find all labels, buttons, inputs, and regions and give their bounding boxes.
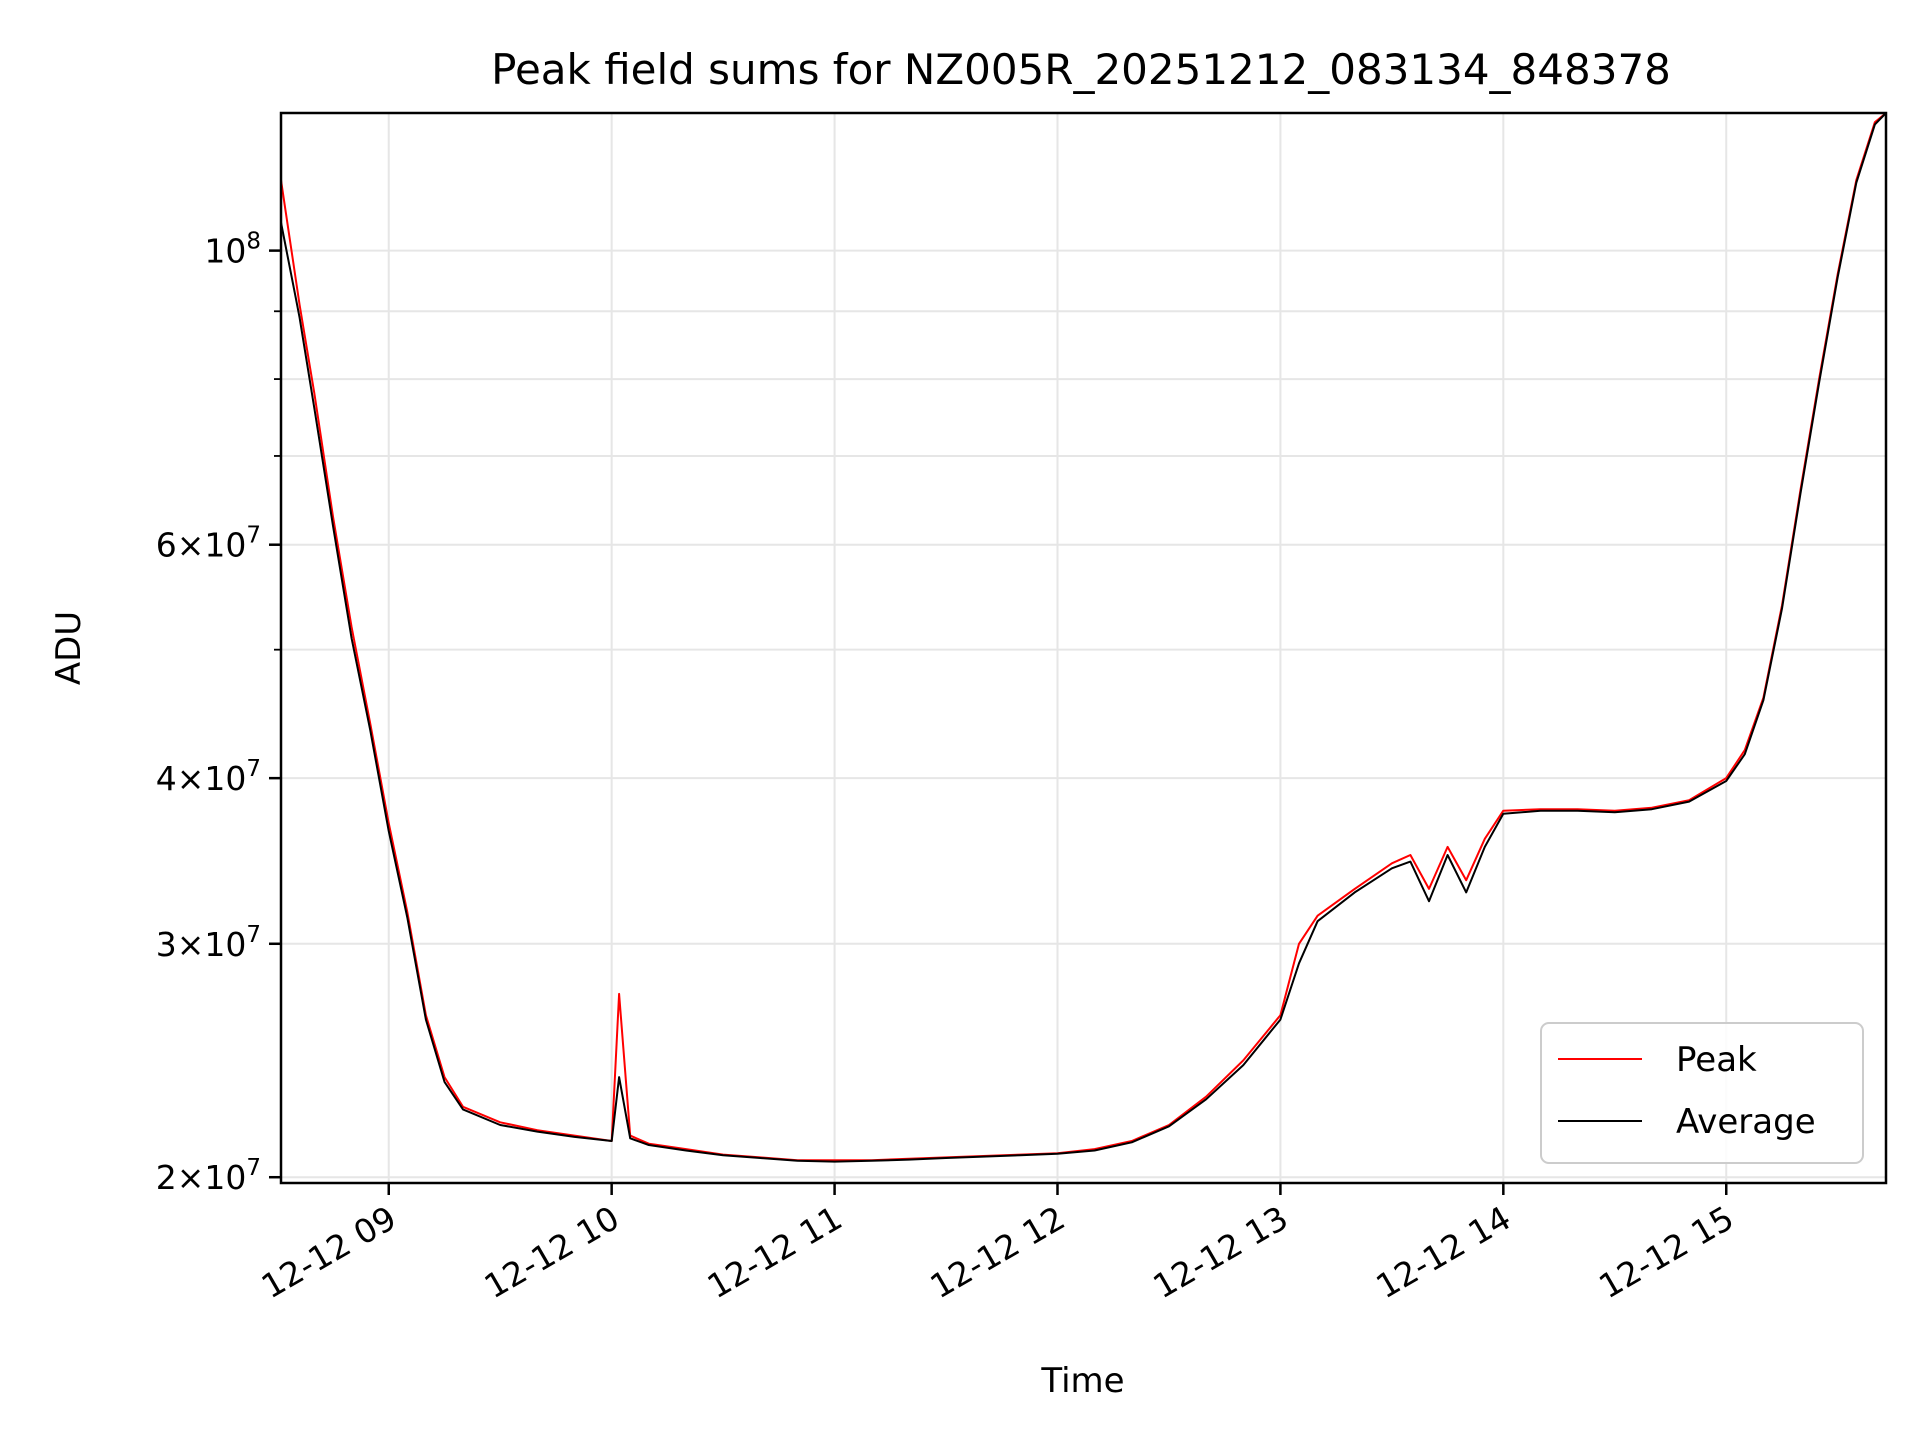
x-tick-label: 12-12 09 bbox=[255, 1198, 403, 1306]
chart-title: Peak field sums for NZ005R_20251212_0831… bbox=[491, 45, 1671, 94]
y-tick-label: 6×107 bbox=[156, 523, 261, 565]
x-tick-label: 12-12 15 bbox=[1592, 1198, 1740, 1306]
legend-label-peak: Peak bbox=[1676, 1040, 1757, 1080]
series-line-peak bbox=[280, 112, 1887, 1162]
legend: Peak Average bbox=[1540, 1022, 1864, 1164]
y-grid bbox=[281, 249, 1886, 1179]
y-axis: 108 6×107 4×107 3×107 2×107 bbox=[156, 229, 281, 1197]
y-tick-label: 3×107 bbox=[156, 922, 261, 964]
x-axis-label: Time bbox=[1040, 1361, 1124, 1401]
plot-frame bbox=[279, 111, 1888, 1185]
x-tick-label: 12-12 11 bbox=[701, 1198, 849, 1306]
x-tick-label: 12-12 14 bbox=[1369, 1198, 1517, 1306]
x-tick-label: 12-12 13 bbox=[1146, 1198, 1294, 1306]
legend-label-average: Average bbox=[1676, 1102, 1816, 1142]
x-axis: 12-12 09 12-12 10 12-12 11 12-12 12 12-12 13… bbox=[255, 1183, 1740, 1306]
x-tick-label: 12-12 12 bbox=[923, 1198, 1071, 1306]
y-axis-label: ADU bbox=[49, 611, 89, 685]
x-tick-label: 12-12 10 bbox=[478, 1198, 626, 1306]
y-tick-label: 108 bbox=[204, 229, 261, 271]
series-layer bbox=[280, 112, 1887, 1163]
y-tick-label: 4×107 bbox=[156, 756, 261, 798]
x-grid bbox=[387, 113, 1728, 1183]
series-line-average bbox=[280, 112, 1887, 1163]
y-tick-label: 2×107 bbox=[156, 1155, 261, 1197]
